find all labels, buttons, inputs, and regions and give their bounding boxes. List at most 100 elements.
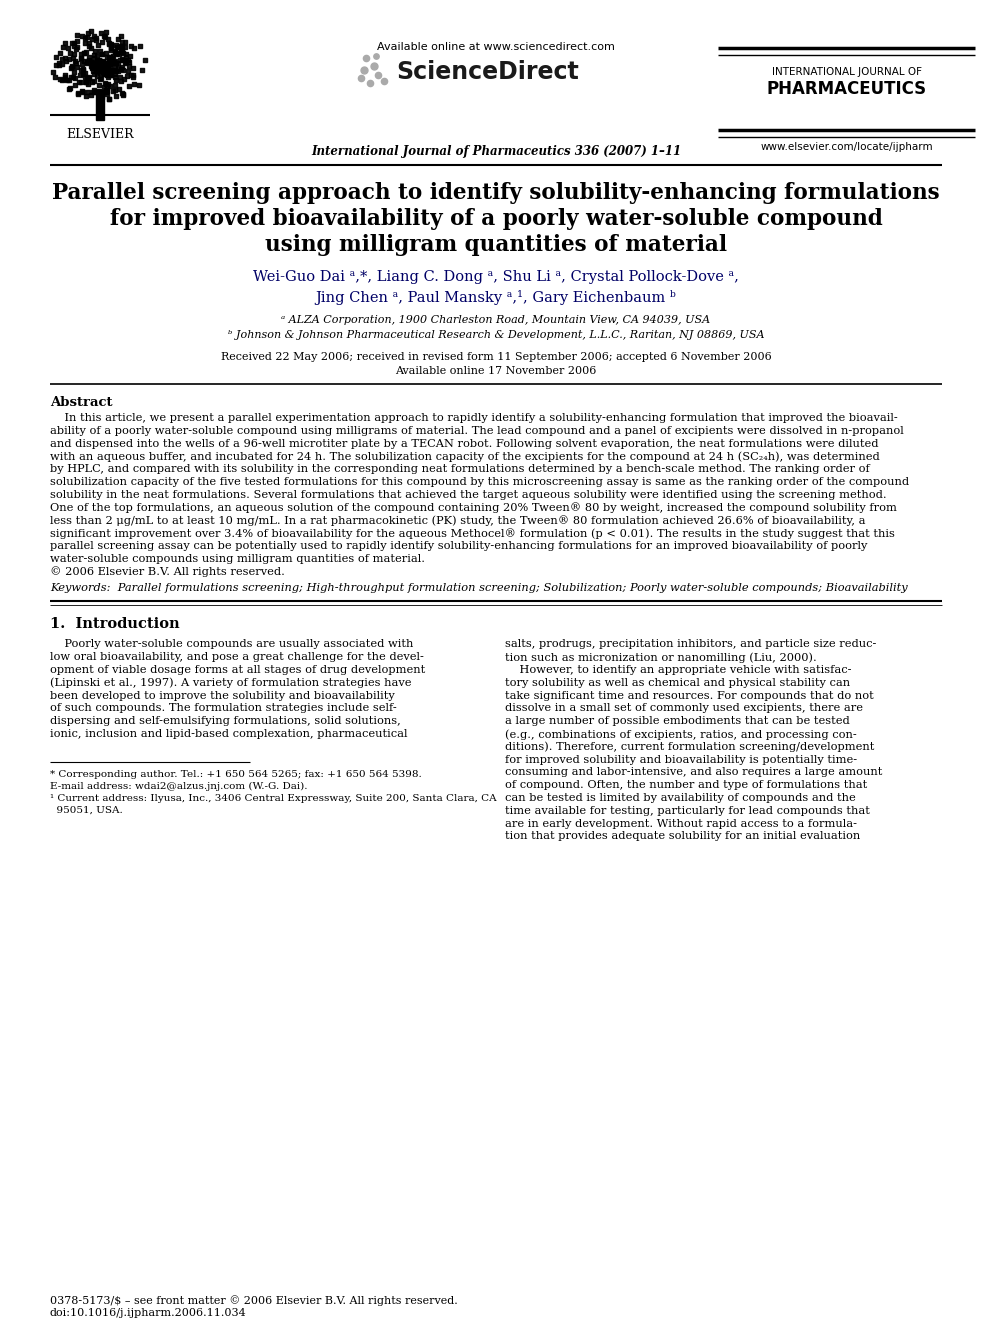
Point <box>108 44 124 65</box>
Point <box>117 49 133 70</box>
Point <box>113 42 129 64</box>
Point <box>95 61 111 82</box>
Text: less than 2 μg/mL to at least 10 mg/mL. In a rat pharmacokinetic (PK) study, the: less than 2 μg/mL to at least 10 mg/mL. … <box>50 516 865 527</box>
Point <box>110 57 126 78</box>
Text: solubility in the neat formulations. Several formulations that achieved the targ: solubility in the neat formulations. Sev… <box>50 490 887 500</box>
Point <box>99 64 115 85</box>
Point <box>89 50 105 71</box>
Point <box>99 79 115 101</box>
Point <box>92 50 108 71</box>
Point <box>83 56 99 77</box>
Point <box>62 48 77 69</box>
Point <box>83 85 99 106</box>
Point <box>57 48 72 69</box>
Point <box>114 32 130 53</box>
Point <box>98 57 114 78</box>
Point <box>123 64 139 85</box>
Point <box>78 71 94 93</box>
Text: 0378-5173/$ – see front matter © 2006 Elsevier B.V. All rights reserved.: 0378-5173/$ – see front matter © 2006 El… <box>50 1295 457 1306</box>
Point <box>68 37 84 58</box>
Point <box>100 54 116 75</box>
Point <box>93 54 109 75</box>
Point <box>97 58 113 79</box>
Point <box>63 56 79 77</box>
Point <box>72 64 88 85</box>
Point <box>76 42 92 64</box>
Point <box>84 71 100 93</box>
Point <box>89 53 105 74</box>
Point <box>73 49 89 70</box>
Point <box>106 52 122 73</box>
Point <box>132 36 148 57</box>
Point <box>370 65 386 86</box>
Point <box>105 81 121 102</box>
Point <box>131 74 147 95</box>
Text: time available for testing, particularly for lead compounds that: time available for testing, particularly… <box>505 806 870 816</box>
Point <box>92 54 108 75</box>
Point <box>86 44 102 65</box>
Point <box>99 83 115 105</box>
Point <box>90 34 106 56</box>
Point <box>103 33 119 54</box>
Point <box>92 41 108 62</box>
Text: However, to identify an appropriate vehicle with satisfac-: However, to identify an appropriate vehi… <box>505 665 851 675</box>
Point <box>100 53 116 74</box>
Point <box>111 37 127 58</box>
Text: a large number of possible embodiments that can be tested: a large number of possible embodiments t… <box>505 716 850 726</box>
Bar <box>96 90 104 120</box>
Text: PHARMACEUTICS: PHARMACEUTICS <box>767 79 928 98</box>
Point <box>110 28 126 49</box>
Text: take significant time and resources. For compounds that do not: take significant time and resources. For… <box>505 691 874 701</box>
Point <box>126 73 142 94</box>
Point <box>98 42 114 64</box>
Point <box>99 61 115 82</box>
Point <box>77 26 93 48</box>
Text: and dispensed into the wells of a 96-well microtiter plate by a TECAN robot. Fol: and dispensed into the wells of a 96-wel… <box>50 439 879 448</box>
Point <box>86 53 102 74</box>
Text: of compound. Often, the number and type of formulations that: of compound. Often, the number and type … <box>505 781 867 790</box>
Point <box>105 60 121 81</box>
Point <box>92 22 108 44</box>
Text: for improved bioavailability of a poorly water-soluble compound: for improved bioavailability of a poorly… <box>110 208 882 230</box>
Text: consuming and labor-intensive, and also requires a large amount: consuming and labor-intensive, and also … <box>505 767 882 778</box>
Point <box>94 86 110 107</box>
Point <box>83 52 99 73</box>
Point <box>114 57 130 78</box>
Point <box>102 46 118 67</box>
Point <box>93 53 109 74</box>
Point <box>98 79 114 101</box>
Point <box>48 66 63 87</box>
Point <box>104 60 120 81</box>
Point <box>362 73 378 94</box>
Point <box>110 61 126 82</box>
Point <box>92 54 108 75</box>
Point <box>66 67 82 89</box>
Point <box>94 53 110 74</box>
Point <box>100 66 116 87</box>
Point <box>100 54 116 75</box>
Point <box>73 60 89 81</box>
Point <box>92 53 108 74</box>
Point <box>62 42 78 64</box>
Point <box>91 81 107 102</box>
Point <box>80 46 96 67</box>
Text: (Lipinski et al., 1997). A variety of formulation strategies have: (Lipinski et al., 1997). A variety of fo… <box>50 677 412 688</box>
Point <box>79 26 95 48</box>
Point <box>105 46 121 67</box>
Point <box>93 67 109 89</box>
Point <box>366 56 382 77</box>
Point <box>85 81 101 102</box>
Point <box>96 64 112 85</box>
Text: One of the top formulations, an aqueous solution of the compound containing 20% : One of the top formulations, an aqueous … <box>50 503 897 513</box>
Point <box>118 52 134 73</box>
Point <box>76 33 92 54</box>
Text: ionic, inclusion and lipid-based complexation, pharmaceutical: ionic, inclusion and lipid-based complex… <box>50 729 408 740</box>
Point <box>101 50 117 71</box>
Point <box>86 70 102 91</box>
Point <box>81 67 97 89</box>
Point <box>81 36 97 57</box>
Point <box>376 70 392 91</box>
Text: International Journal of Pharmaceutics 336 (2007) 1–11: International Journal of Pharmaceutics 3… <box>310 146 682 157</box>
Point <box>46 61 62 82</box>
Point <box>67 50 83 71</box>
